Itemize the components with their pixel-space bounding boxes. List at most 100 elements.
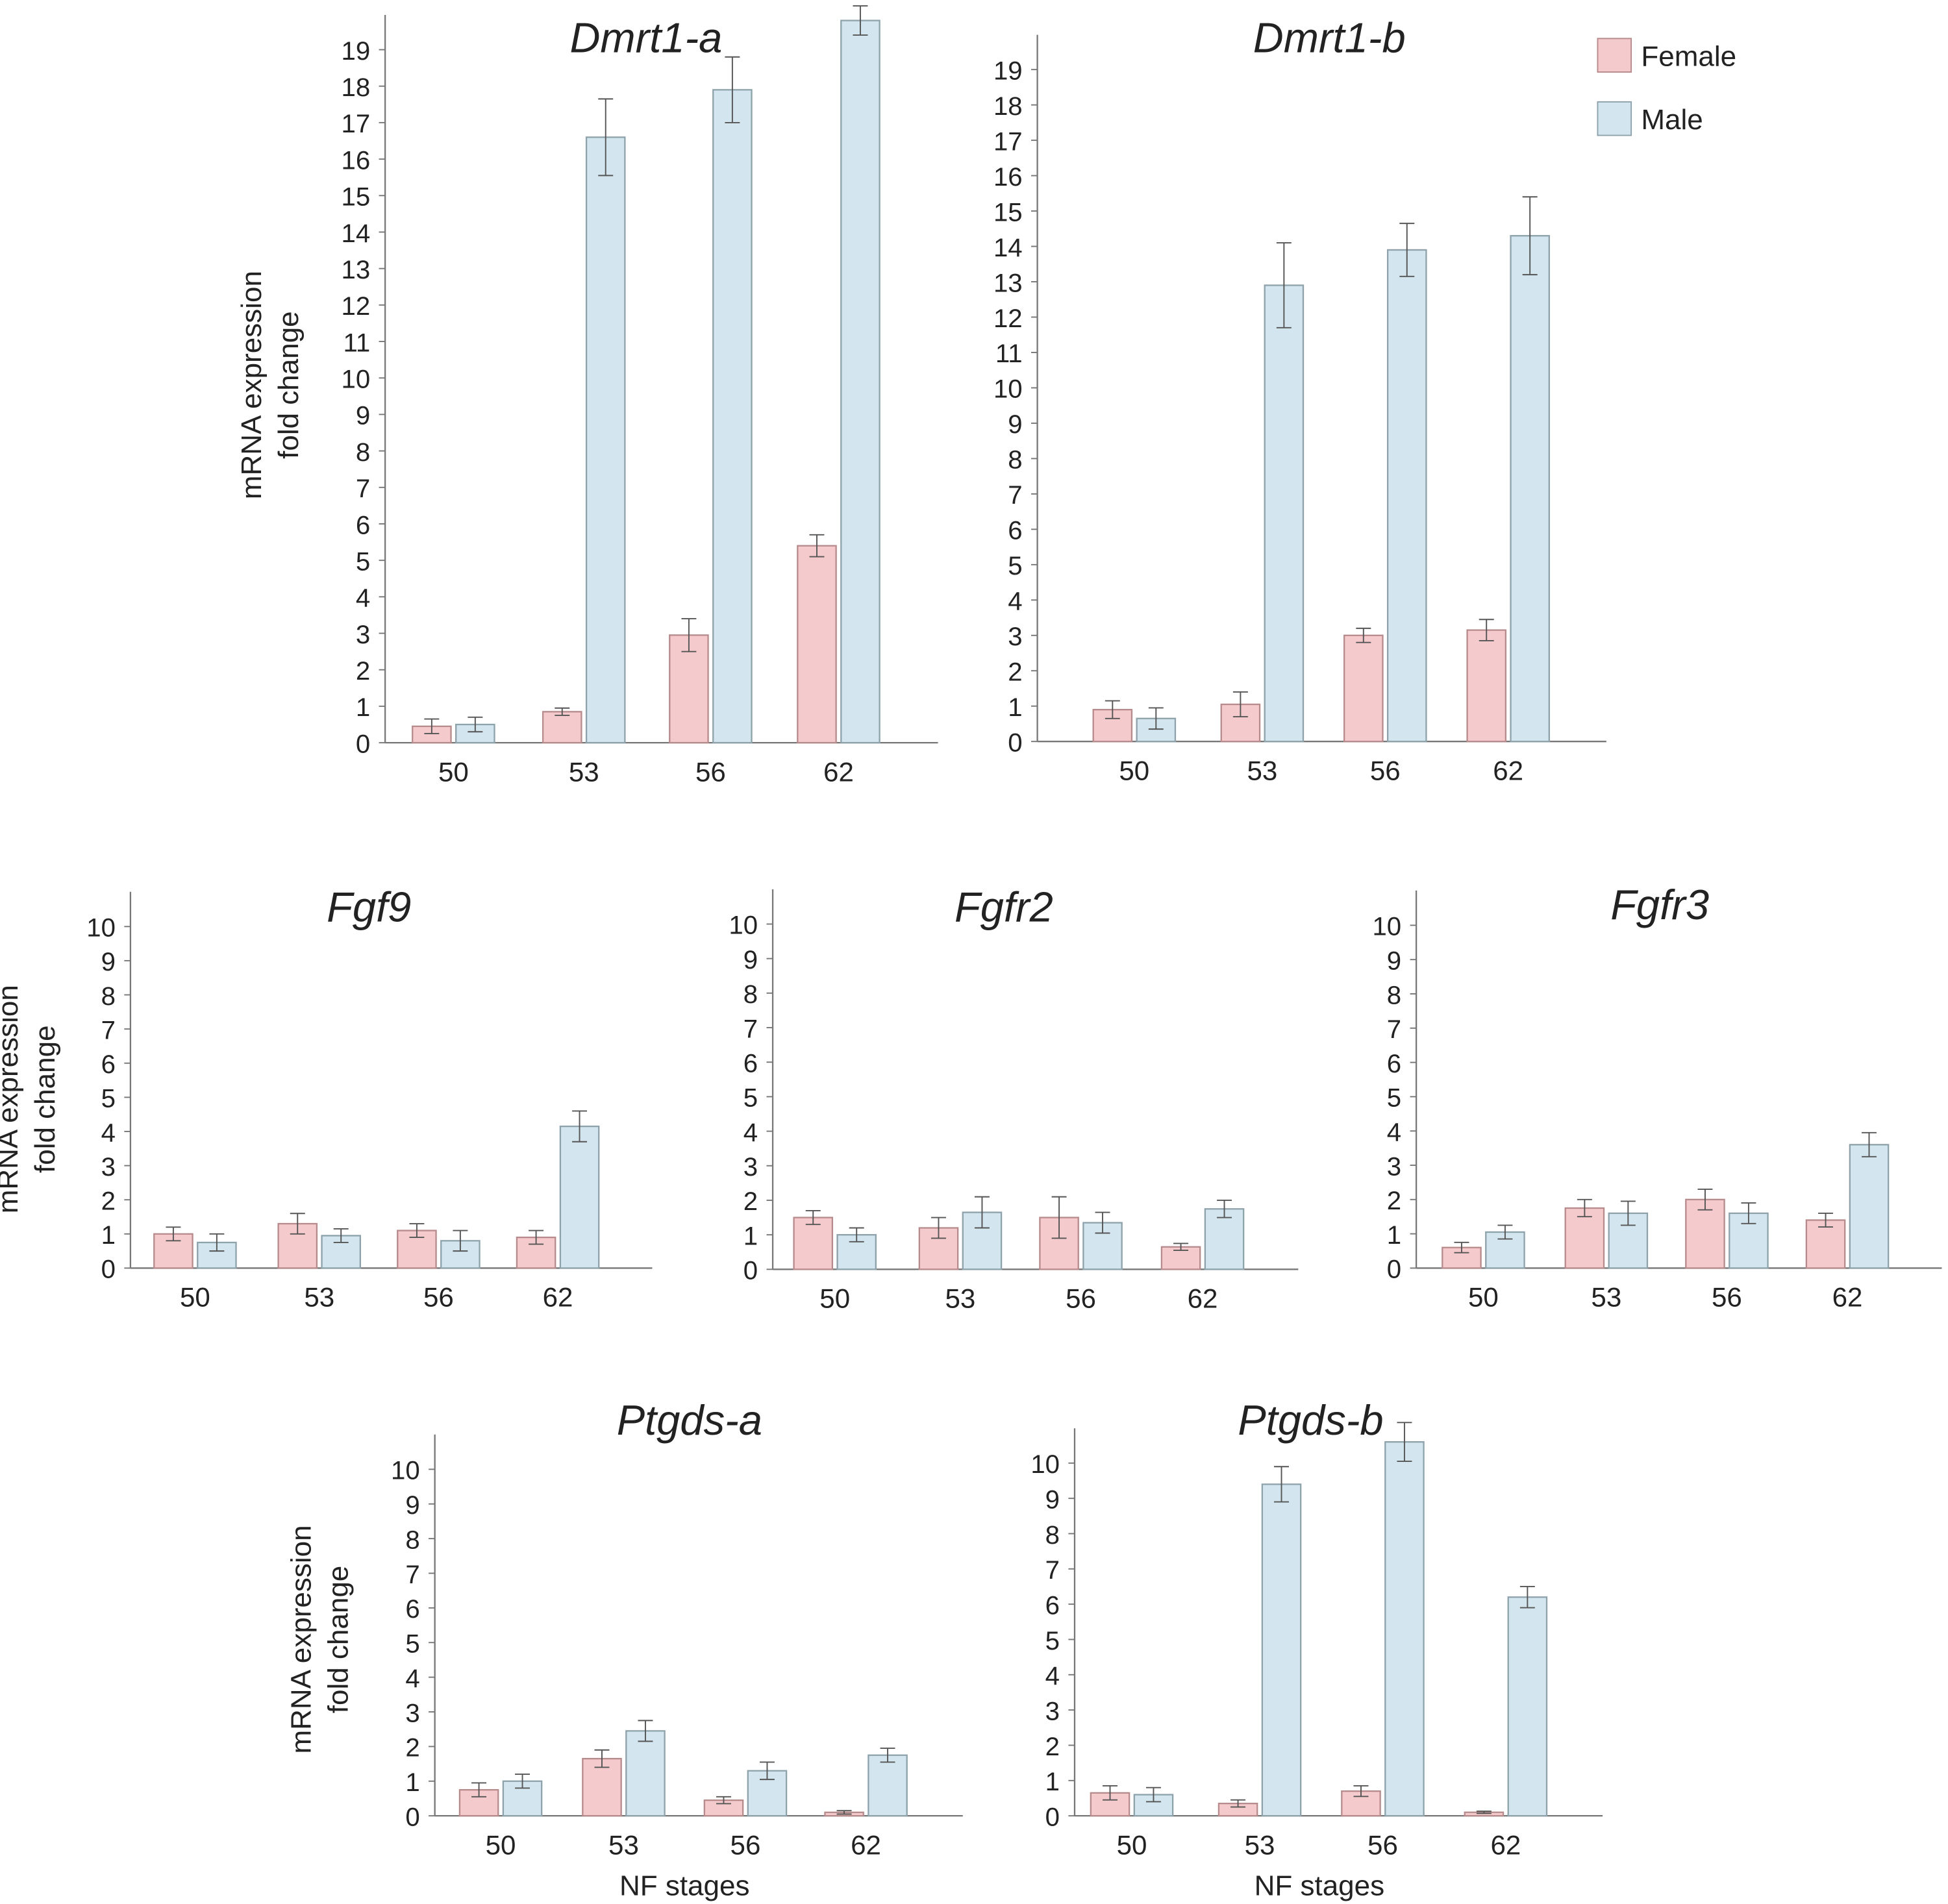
error-bar	[598, 98, 614, 177]
y-tick-label: 2	[405, 1733, 419, 1762]
y-tick-label: 1	[1008, 693, 1022, 722]
bar-female	[797, 545, 837, 744]
x-tick-label: 50	[1119, 756, 1149, 786]
y-axis-label: fold change	[323, 1566, 355, 1714]
error-bar	[1051, 1196, 1067, 1239]
y-tick-label: 0	[1008, 728, 1022, 758]
y-tick-label: 2	[1387, 1186, 1401, 1215]
bar-female	[793, 1217, 834, 1270]
y-tick-label: 14	[993, 233, 1023, 262]
y-tick-label: 5	[1045, 1626, 1060, 1655]
bar-male	[1510, 235, 1550, 743]
x-tick-label: 50	[438, 756, 469, 787]
bar-female	[1805, 1219, 1846, 1269]
x-axis-label: NF stages	[619, 1870, 750, 1902]
y-tick-label: 15	[341, 182, 370, 212]
y-axis-label: fold change	[29, 1025, 61, 1173]
error-bar	[453, 1230, 468, 1252]
y-tick-label: 10	[729, 911, 758, 940]
y-tick-label: 10	[1372, 912, 1401, 941]
x-tick-label: 50	[1468, 1282, 1499, 1313]
bar-male	[559, 1125, 600, 1269]
y-tick-label: 8	[356, 438, 370, 467]
legend-swatch-male	[1597, 101, 1632, 136]
x-tick-label: 56	[730, 1829, 761, 1860]
y-tick-label: 7	[1387, 1015, 1401, 1044]
y-tick-label: 8	[405, 1525, 419, 1554]
y-tick-label: 0	[1387, 1255, 1401, 1284]
y-tick-label: 7	[743, 1014, 758, 1043]
x-tick-label: 50	[486, 1829, 516, 1860]
y-tick-label: 12	[341, 291, 370, 321]
y-tick-label: 11	[995, 339, 1023, 368]
y-tick-label: 4	[1387, 1118, 1401, 1147]
y-tick-label: 9	[1387, 946, 1401, 975]
y-tick-label: 4	[1045, 1661, 1060, 1690]
error-bar	[1103, 1785, 1118, 1801]
error-bar	[333, 1228, 349, 1243]
x-tick-label: 56	[695, 756, 726, 787]
y-tick-label: 4	[101, 1118, 116, 1147]
y-tick-label: 2	[101, 1186, 116, 1215]
y-tick-label: 7	[101, 1015, 116, 1045]
y-tick-label: 2	[743, 1187, 758, 1216]
y-tick-label: 1	[743, 1221, 758, 1250]
error-bar	[1173, 1243, 1189, 1252]
x-tick-label: 62	[543, 1282, 573, 1313]
bar-male	[455, 723, 495, 744]
legend-label-female: Female	[1641, 40, 1736, 72]
error-bar	[1399, 223, 1415, 277]
legend: Female Male	[1597, 38, 1736, 136]
y-tick-label: 12	[993, 304, 1023, 333]
y-tick-label: 15	[993, 197, 1023, 227]
y-tick-label: 8	[1387, 980, 1401, 1009]
y-tick-label: 9	[1045, 1485, 1060, 1514]
y-tick-label: 0	[743, 1256, 758, 1285]
x-tick-label: 62	[1490, 1829, 1521, 1860]
y-tick-label: 3	[1387, 1152, 1401, 1181]
y-axis-label: mRNA expression	[285, 1525, 317, 1753]
x-axis-label: NF stages	[1255, 1870, 1385, 1902]
y-tick-label: 17	[341, 109, 370, 138]
bar-male	[1849, 1144, 1890, 1269]
chart-title: Dmrt1-a	[569, 14, 722, 61]
error-bar	[515, 1774, 531, 1789]
y-tick-label: 1	[405, 1768, 419, 1797]
y-tick-label: 3	[743, 1152, 758, 1181]
y-tick-label: 4	[743, 1118, 758, 1147]
bar-female	[1466, 629, 1507, 743]
error-bar	[409, 1223, 425, 1239]
y-tick-label: 17	[993, 127, 1023, 156]
error-bar	[424, 718, 440, 735]
y-tick-label: 1	[101, 1220, 116, 1250]
error-bar	[1741, 1202, 1756, 1224]
chart-title: Fgfr3	[1610, 881, 1709, 928]
y-tick-label: 9	[101, 947, 116, 976]
error-bar	[849, 1227, 864, 1243]
bar-male	[625, 1730, 666, 1817]
x-tick-label: 56	[1367, 1829, 1398, 1860]
y-tick-label: 16	[341, 145, 370, 175]
error-bar	[1620, 1200, 1636, 1226]
error-bar	[1454, 1241, 1469, 1254]
legend-label-male: Male	[1641, 104, 1703, 136]
y-tick-label: 5	[101, 1084, 116, 1113]
y-tick-label: 5	[1008, 551, 1022, 580]
y-tick-label: 7	[405, 1560, 419, 1589]
y-tick-label: 14	[341, 219, 370, 248]
bar-male	[1264, 284, 1305, 743]
error-bar	[1274, 1466, 1290, 1503]
error-bar	[1862, 1131, 1877, 1157]
error-bar	[1479, 619, 1494, 641]
y-tick-label: 5	[743, 1083, 758, 1113]
y-tick-label: 3	[101, 1152, 116, 1181]
y-tick-label: 9	[743, 945, 758, 974]
error-bar	[853, 5, 868, 36]
legend-swatch-female	[1597, 38, 1632, 73]
x-tick-label: 53	[569, 756, 599, 787]
